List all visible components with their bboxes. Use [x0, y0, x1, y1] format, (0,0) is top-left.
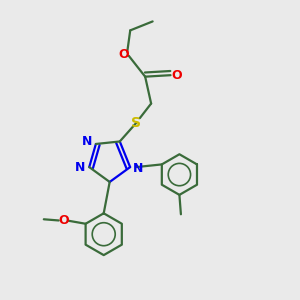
Text: O: O: [118, 48, 129, 61]
Text: O: O: [58, 214, 68, 227]
Text: S: S: [131, 116, 141, 130]
Text: N: N: [75, 160, 86, 174]
Text: N: N: [82, 135, 93, 148]
Text: O: O: [172, 69, 182, 82]
Text: N: N: [133, 162, 144, 175]
